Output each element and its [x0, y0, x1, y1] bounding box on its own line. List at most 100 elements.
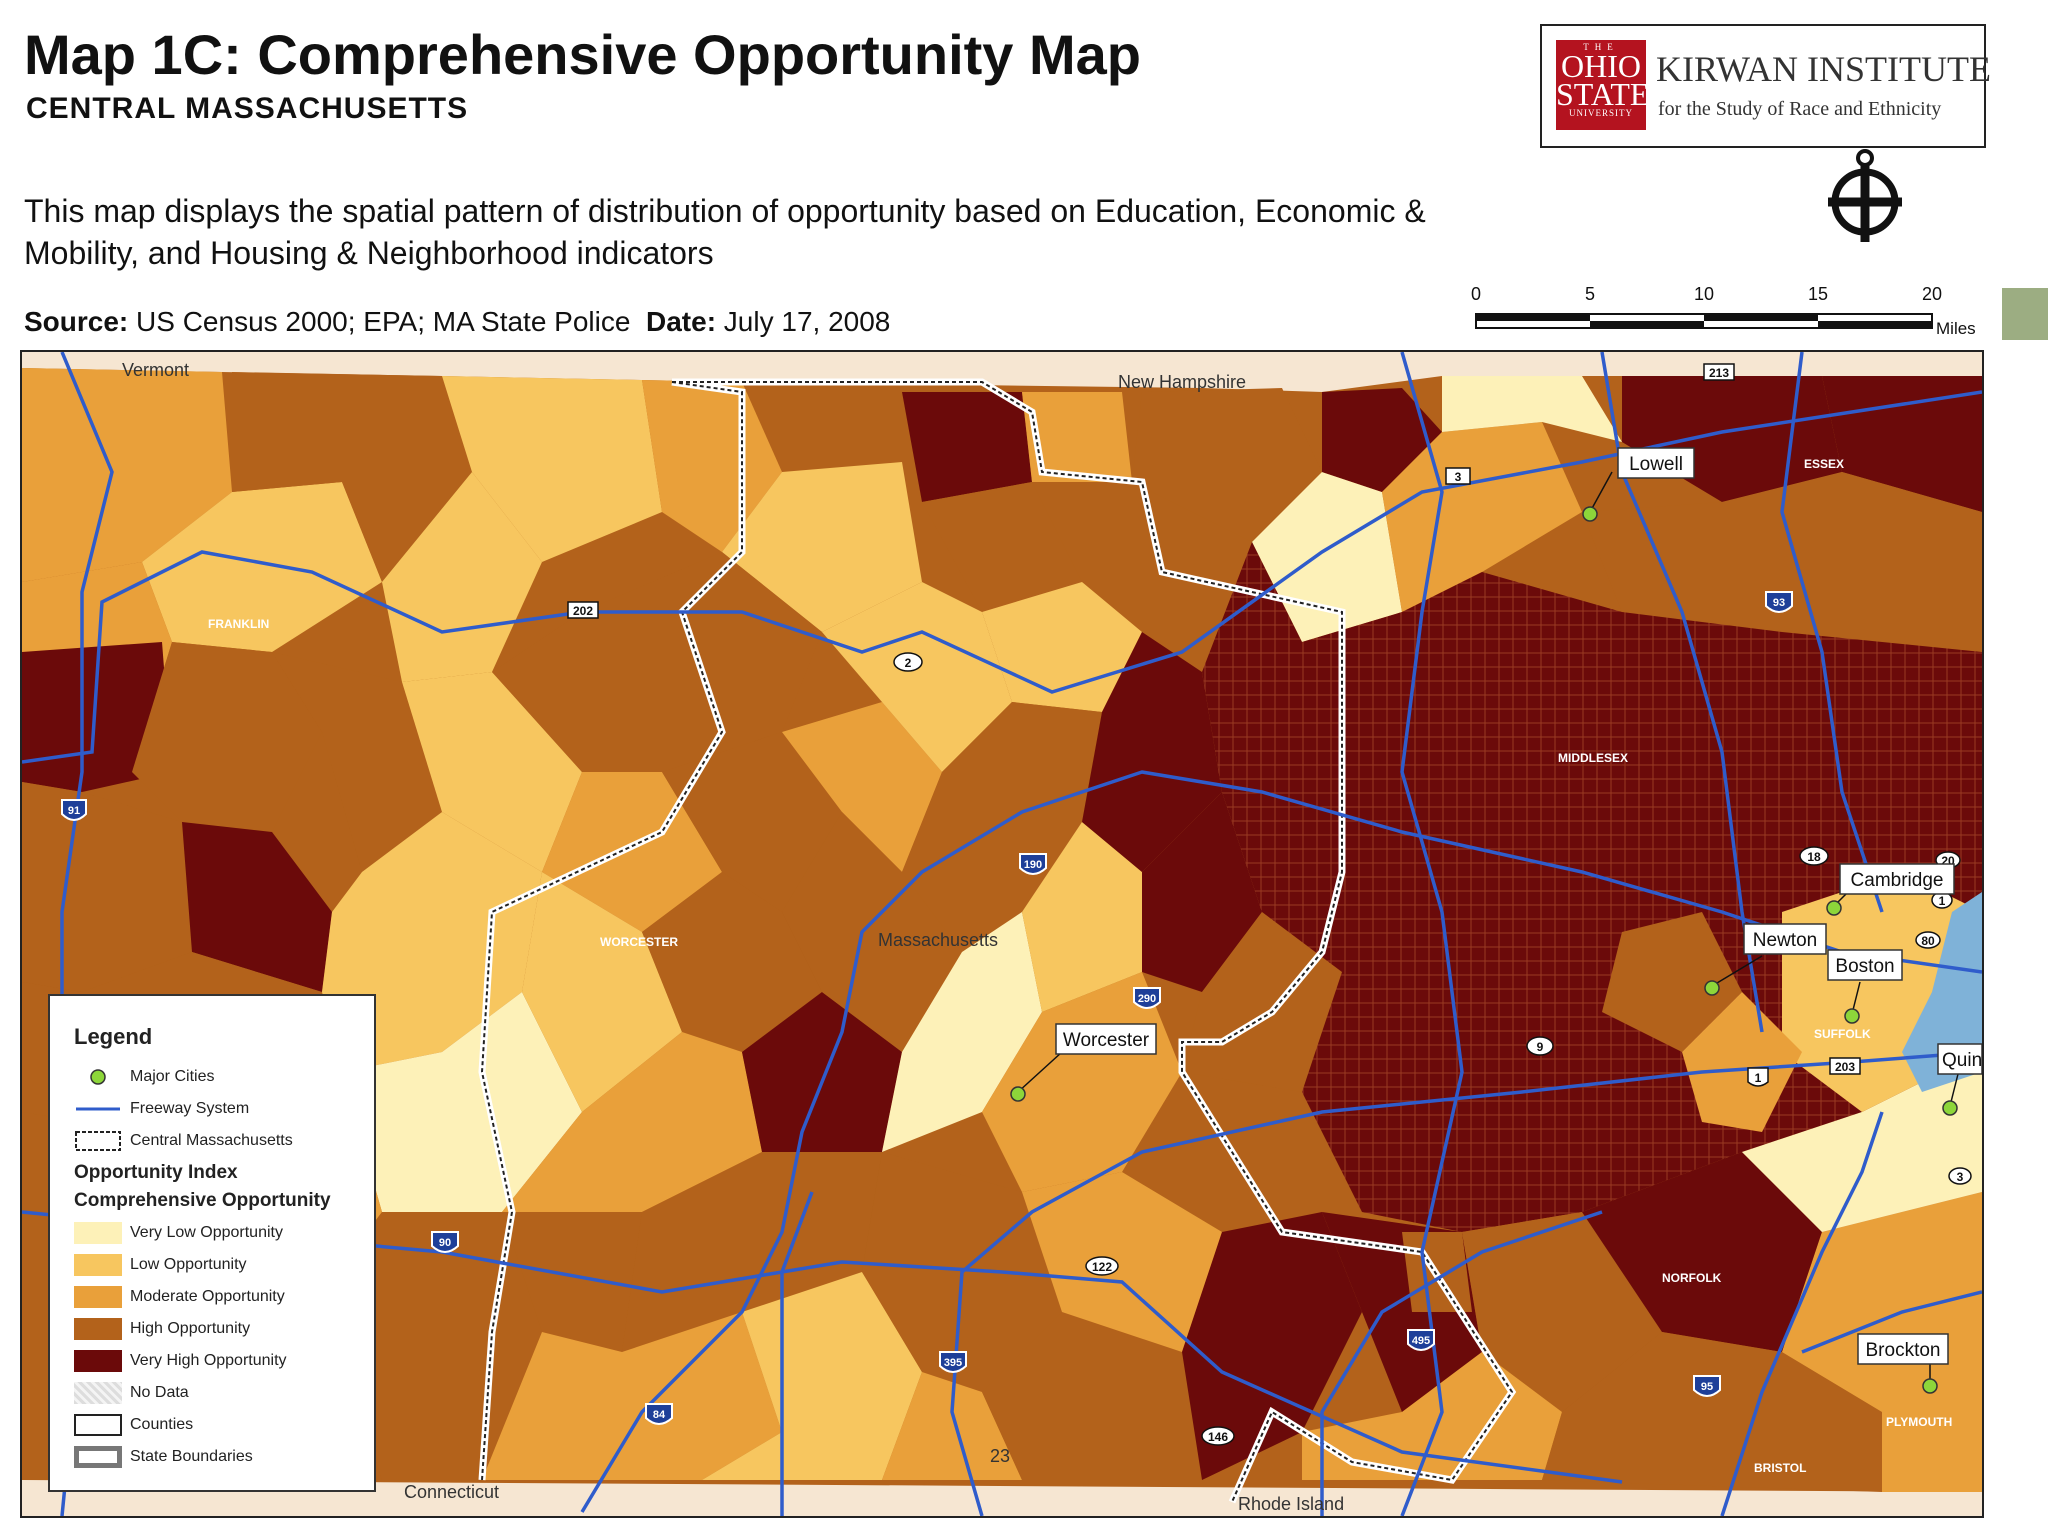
- legend-item-freeway: Freeway System: [74, 1098, 249, 1120]
- label-new-hampshire: New Hampshire: [1118, 372, 1246, 392]
- county-essex: ESSEX: [1804, 457, 1844, 471]
- legend-item-major-cities: Major Cities: [74, 1066, 214, 1088]
- route-202-icon: 202: [567, 601, 599, 619]
- svg-text:91: 91: [68, 805, 80, 817]
- svg-text:Worcester: Worcester: [1063, 1030, 1150, 1051]
- svg-text:18: 18: [1807, 850, 1821, 864]
- svg-text:3: 3: [1455, 470, 1462, 484]
- route-146-icon: 146: [1201, 1426, 1235, 1446]
- interstate-190-icon: 190: [1019, 853, 1047, 875]
- city-newton[interactable]: Newton: [1704, 923, 1827, 996]
- route-2-icon: 2: [893, 652, 923, 672]
- svg-text:9: 9: [1537, 1040, 1544, 1054]
- swatch-state-boundaries: [74, 1446, 122, 1468]
- map-legend: Legend Major Cities Freeway System Centr…: [48, 994, 376, 1492]
- scale-tick-20: 20: [1922, 284, 1942, 304]
- swatch-very-high: [74, 1350, 122, 1372]
- kirwan-emblem-icon: [1828, 149, 1902, 242]
- svg-text:213: 213: [1709, 366, 1729, 380]
- route-3-south-icon: 3: [1948, 1167, 1972, 1185]
- source-value: US Census 2000; EPA; MA State Police: [136, 306, 631, 337]
- legend-item-no-data: No Data: [74, 1382, 189, 1404]
- swatch-moderate: [74, 1286, 122, 1308]
- svg-text:290: 290: [1138, 993, 1156, 1005]
- date-value: July 17, 2008: [723, 306, 891, 337]
- svg-text:80: 80: [1921, 934, 1935, 948]
- county-middlesex: MIDDLESEX: [1558, 751, 1628, 765]
- county-norfolk: NORFOLK: [1662, 1271, 1722, 1285]
- label-rhode-island: Rhode Island: [1238, 1494, 1344, 1514]
- route-9-icon: 9: [1526, 1036, 1554, 1056]
- interstate-93-icon: 93: [1765, 591, 1793, 613]
- route-80-icon: 80: [1915, 931, 1941, 949]
- interstate-91-icon: 91: [61, 799, 87, 821]
- scale-tick-5: 5: [1585, 284, 1595, 304]
- svg-text:Quin: Quin: [1942, 1050, 1982, 1071]
- route-1-shield-icon: 1: [1747, 1067, 1769, 1087]
- route-18-icon: 18: [1799, 846, 1829, 866]
- label-vermont: Vermont: [122, 360, 189, 380]
- city-quincy[interactable]: Quin: [1937, 1043, 1982, 1116]
- legend-item-state-boundaries: State Boundaries: [74, 1446, 253, 1468]
- city-cambridge[interactable]: Cambridge: [1826, 863, 1955, 916]
- legend-class-high: High Opportunity: [74, 1318, 250, 1340]
- city-worcester[interactable]: Worcester: [1010, 1023, 1157, 1102]
- interstate-90-icon: 90: [431, 1231, 459, 1253]
- svg-text:90: 90: [439, 1237, 451, 1249]
- county-plymouth: PLYMOUTH: [1886, 1415, 1952, 1429]
- side-tab[interactable]: [2002, 288, 2048, 340]
- svg-text:93: 93: [1773, 597, 1785, 609]
- svg-text:1: 1: [1939, 894, 1946, 908]
- osu-top-text: THE: [1583, 42, 1619, 52]
- map-subtitle: CENTRAL MASSACHUSETTS: [26, 92, 469, 125]
- county-worcester: WORCESTER: [600, 935, 678, 949]
- osu-state-text: STATE: [1556, 76, 1650, 112]
- kirwan-subtitle: for the Study of Race and Ethnicity: [1658, 98, 1942, 120]
- source-label: Source:: [24, 306, 129, 337]
- svg-text:395: 395: [944, 1357, 962, 1369]
- route-213-icon: 213: [1703, 363, 1735, 381]
- county-bristol: BRISTOL: [1754, 1461, 1806, 1475]
- svg-text:Lowell: Lowell: [1629, 454, 1683, 475]
- scale-tick-10: 10: [1694, 284, 1714, 304]
- route-1-icon: 1: [1931, 891, 1953, 909]
- legend-class-moderate: Moderate Opportunity: [74, 1286, 285, 1308]
- osu-univ-text: UNIVERSITY: [1569, 108, 1633, 118]
- interstate-95-icon: 95: [1693, 1375, 1721, 1397]
- central-ma-outline-icon: [75, 1131, 121, 1151]
- svg-text:84: 84: [653, 1409, 666, 1421]
- osu-logo: THE OHIO STATE UNIVERSITY: [1556, 40, 1650, 130]
- map-title: Map 1C: Comprehensive Opportunity Map: [24, 23, 1141, 86]
- route-122-icon: 122: [1085, 1256, 1119, 1276]
- svg-text:146: 146: [1208, 1430, 1228, 1444]
- county-franklin: FRANKLIN: [208, 617, 269, 631]
- svg-text:2: 2: [905, 656, 912, 670]
- svg-text:190: 190: [1024, 859, 1042, 871]
- kirwan-name: KIRWAN INSTITUTE: [1656, 49, 1991, 89]
- svg-text:495: 495: [1412, 1335, 1430, 1347]
- freeway-line-icon: [76, 1107, 120, 1111]
- scale-tick-0: 0: [1471, 284, 1481, 304]
- legend-class-very-low: Very Low Opportunity: [74, 1222, 283, 1244]
- svg-text:202: 202: [573, 604, 593, 618]
- svg-text:Boston: Boston: [1835, 956, 1894, 977]
- city-boston[interactable]: Boston: [1827, 949, 1903, 1024]
- svg-text:Brockton: Brockton: [1866, 1340, 1941, 1361]
- map-stray-number: 23: [990, 1446, 1010, 1466]
- county-suffolk: SUFFOLK: [1814, 1027, 1871, 1041]
- city-brockton[interactable]: Brockton: [1857, 1333, 1949, 1394]
- source-line: Source: US Census 2000; EPA; MA State Po…: [24, 306, 890, 338]
- kirwan-logo: THE OHIO STATE UNIVERSITY KIRWAN INSTITU…: [1540, 24, 1991, 148]
- interstate-395-icon: 395: [939, 1351, 967, 1373]
- svg-text:Newton: Newton: [1753, 930, 1817, 951]
- opportunity-map[interactable]: 91 190 290 90 84 395 495 95: [20, 350, 1984, 1518]
- major-city-icon: [90, 1069, 106, 1085]
- map-description: This map displays the spatial pattern of…: [24, 193, 1426, 271]
- city-lowell[interactable]: Lowell: [1582, 447, 1695, 522]
- map-canvas: 91 190 290 90 84 395 495 95: [22, 352, 1982, 1516]
- legend-item-counties: Counties: [74, 1414, 193, 1436]
- route-3-icon: 3: [1445, 467, 1471, 485]
- scale-bar: 0 5 10 15 20 Miles: [1471, 284, 1976, 338]
- legend-class-low: Low Opportunity: [74, 1254, 247, 1276]
- interstate-84-icon: 84: [645, 1403, 673, 1425]
